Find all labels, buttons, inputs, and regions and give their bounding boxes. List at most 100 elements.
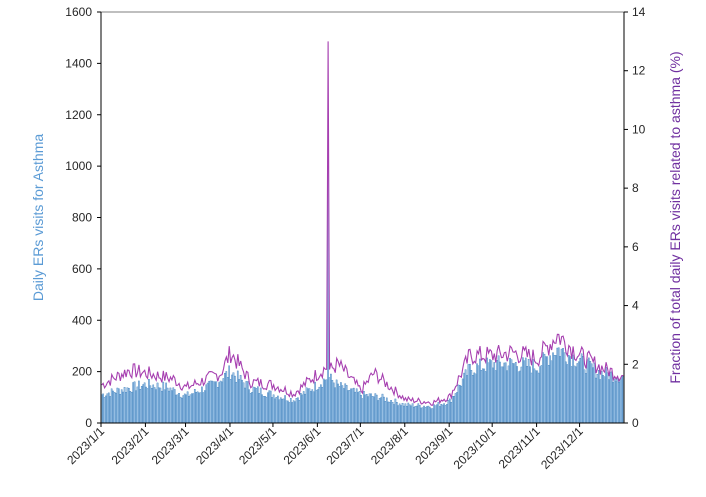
bar-day-281 (503, 362, 506, 424)
bar-day-31 (145, 386, 147, 424)
bar-day-239 (443, 403, 445, 424)
bar-day-232 (433, 404, 435, 424)
bar-day-175 (351, 388, 354, 424)
bar-day-109 (257, 386, 259, 424)
bar-day-96 (238, 379, 241, 424)
bar-day-205 (394, 398, 397, 424)
bar-day-27 (139, 388, 142, 424)
bar-day-38 (155, 389, 157, 424)
bar-day-81 (216, 387, 219, 424)
bar-day-55 (179, 396, 182, 424)
bar-day-59 (185, 394, 188, 424)
bar-day-19 (128, 388, 130, 424)
bar-day-259 (471, 375, 474, 424)
bar-day-224 (421, 407, 424, 424)
bar-day-12 (118, 388, 120, 424)
bar-day-312 (547, 365, 550, 424)
bar-day-79 (214, 381, 216, 424)
bar-day-173 (348, 390, 351, 424)
bar-day-8 (112, 390, 114, 424)
bar-day-166 (338, 386, 341, 424)
left-tick-label: 200 (72, 365, 92, 379)
bar-day-159 (328, 377, 331, 424)
bar-day-363 (620, 376, 623, 424)
bar-day-16 (123, 387, 126, 424)
bar-day-309 (543, 353, 546, 424)
bar-day-138 (298, 400, 301, 424)
bar-day-25 (136, 386, 139, 424)
bar-day-200 (387, 401, 390, 424)
bar-day-196 (381, 393, 384, 424)
bar-day-355 (609, 371, 612, 424)
bar-day-61 (188, 396, 190, 424)
bar-day-95 (236, 370, 239, 424)
bar-day-209 (400, 405, 402, 424)
bar-day-318 (556, 347, 559, 424)
bar-day-255 (466, 375, 468, 424)
bar-day-302 (533, 368, 536, 424)
bar-day-279 (500, 366, 503, 424)
bar-day-220 (416, 405, 418, 424)
bar-day-199 (385, 397, 388, 424)
bar-day-328 (570, 366, 573, 424)
bar-day-290 (516, 366, 518, 424)
bar-day-178 (355, 388, 358, 424)
bar-day-313 (549, 355, 551, 424)
bar-day-21 (130, 392, 133, 424)
bar-day-236 (438, 406, 441, 424)
bar-day-75 (208, 380, 210, 424)
bar-day-316 (553, 355, 556, 424)
bar-day-179 (357, 392, 359, 424)
bar-day-4 (106, 393, 109, 424)
bar-day-260 (473, 372, 476, 424)
bar-day-70 (201, 386, 203, 424)
bar-day-190 (373, 396, 375, 424)
bar-day-120 (272, 394, 275, 424)
right-y-ticks: 0 2 4 6 8 10 12 14 (624, 5, 646, 430)
bar-day-214 (407, 402, 410, 424)
bar-day-300 (530, 372, 533, 424)
bar-day-244 (450, 402, 453, 424)
bar-day-18 (126, 387, 129, 424)
bar-day-201 (388, 401, 391, 424)
bar-day-337 (583, 369, 586, 424)
bar-day-100 (244, 387, 246, 424)
bar-day-273 (492, 367, 494, 424)
bar-day-60 (186, 391, 189, 424)
bar-day-133 (291, 402, 294, 424)
bar-day-88 (226, 377, 229, 424)
right-axis-label: Fraction of total daily ERs visits relat… (667, 51, 683, 383)
bar-day-43 (162, 381, 165, 424)
fraction-line (101, 41, 624, 406)
bar-day-57 (182, 395, 185, 424)
bar-day-47 (168, 390, 170, 424)
bar-day-126 (281, 398, 284, 424)
bar-day-37 (153, 387, 156, 424)
bar-day-307 (540, 365, 543, 424)
bar-day-63 (191, 393, 193, 424)
bar-day-118 (269, 390, 272, 424)
bar-day-40 (158, 387, 160, 424)
right-tick-label: 8 (632, 181, 639, 195)
bar-day-341 (589, 361, 592, 424)
line-series (101, 41, 624, 406)
bar-day-270 (487, 362, 490, 424)
right-tick-label: 12 (632, 64, 646, 78)
bar-day-351 (603, 376, 606, 424)
bar-day-272 (490, 360, 493, 424)
bar-day-3 (105, 395, 107, 424)
bar-day-151 (317, 389, 319, 424)
bar-day-198 (384, 401, 387, 424)
bar-day-1 (102, 393, 104, 424)
bar-day-108 (255, 388, 258, 424)
bar-day-167 (340, 382, 342, 424)
bar-day-186 (367, 396, 369, 424)
bar-day-82 (218, 382, 220, 424)
bar-day-62 (189, 394, 192, 424)
bar-day-140 (301, 394, 304, 424)
bar-day-210 (401, 403, 404, 424)
bar-day-204 (393, 404, 395, 424)
bar-day-285 (509, 357, 511, 424)
bar-day-145 (308, 388, 311, 424)
bar-day-24 (135, 390, 137, 424)
